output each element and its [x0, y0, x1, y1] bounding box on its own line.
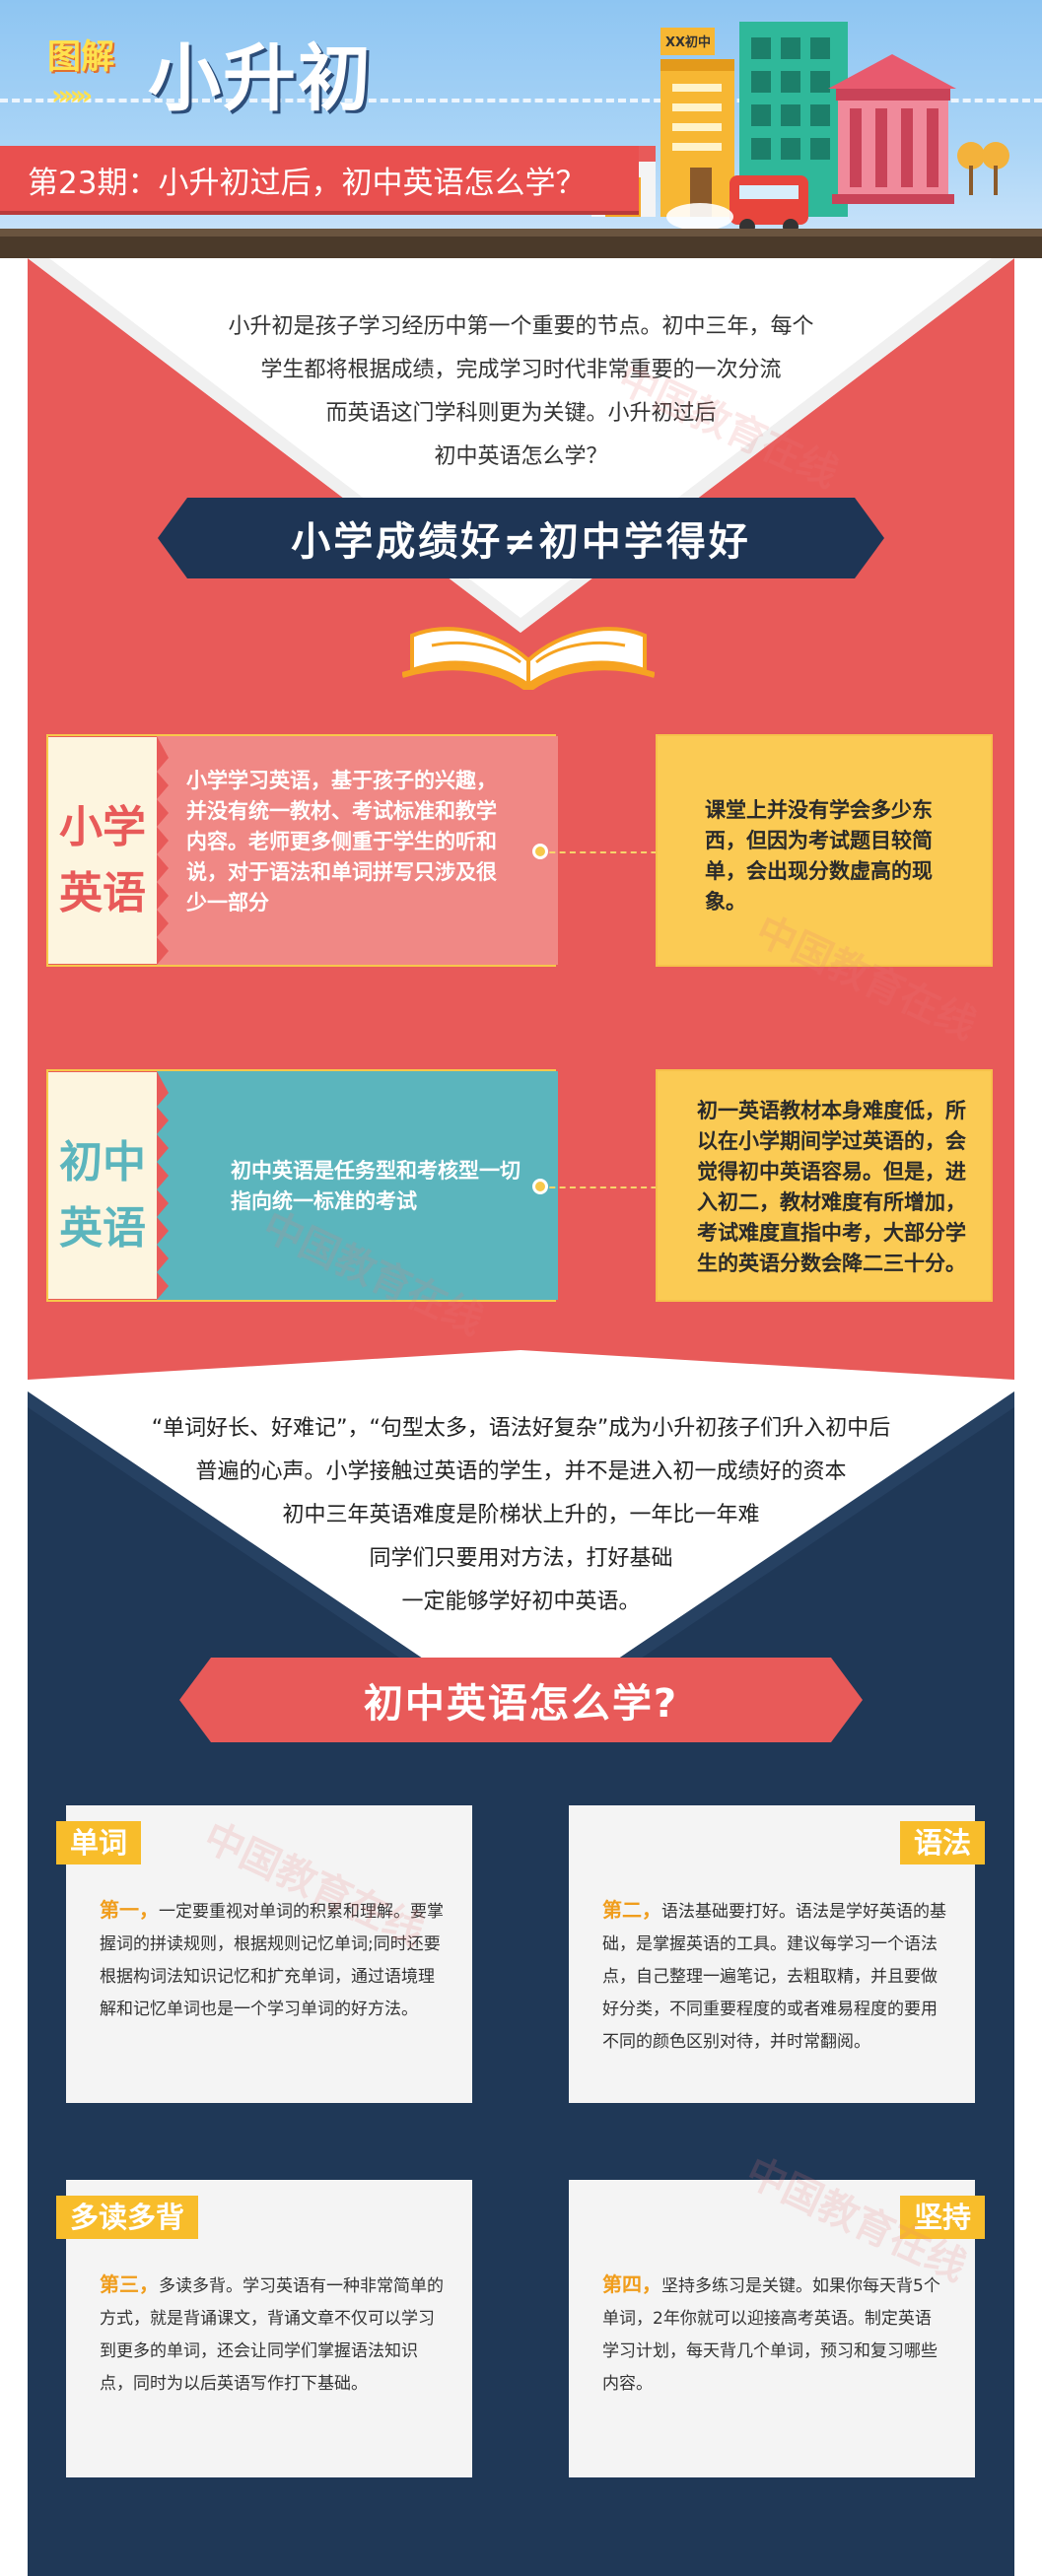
primary-description: 小学学习英语，基于孩子的兴趣，并没有统一教材、考试标准和教学内容。老师更多侧重于… [186, 769, 497, 915]
tip-text: 多读多背。学习英语有一种非常简单的方式，就是背诵课文，背诵文章不仅可以学习到更多… [100, 2276, 444, 2394]
intro-white-triangle [28, 258, 1014, 633]
intro-line: 初中英语怎么学？ [434, 444, 608, 469]
series-title: 小升初 [148, 36, 373, 121]
junior-label-2: 英语 [59, 1203, 146, 1254]
tip-body: 第三，多读多背。学习英语有一种非常简单的方式，就是背诵课文，背诵文章不仅可以学习… [100, 2269, 445, 2401]
tip-lead: 第二， [602, 1898, 661, 1922]
tip-card-reading: 多读多背 第三，多读多背。学习英语有一种非常简单的方式，就是背诵课文，背诵文章不… [56, 2180, 472, 2477]
tip-tag: 坚持 [899, 2196, 985, 2239]
issue-title: 第23期：小升初过后，初中英语怎么学？ [28, 166, 587, 201]
tip-tag: 单词 [56, 1821, 142, 1864]
logo-label: 图解 [47, 37, 114, 77]
outro-white-triangle [28, 1350, 1014, 1725]
outro-line: 一定能够学好初中英语。 [401, 1590, 641, 1614]
outro-paragraph: “单词好长、好难记”，“句型太多，语法好复杂”成为小升初孩子们升入初中后 普遍的… [99, 1407, 943, 1624]
intro-line: 小升初是孩子学习经历中第一个重要的节点。初中三年，每个 [228, 314, 814, 339]
tip-card-vocabulary: 单词 第一，一定要重视对单词的积累和理解。要掌握词的拼读规则，根据规则记忆单词;… [56, 1805, 472, 2103]
junior-description: 初中英语是任务型和考核型一切指向统一标准的考试 [231, 1159, 521, 1213]
primary-label-2: 英语 [59, 868, 146, 918]
intro-line: 学生都将根据成绩，完成学习时代非常重要的一次分流 [260, 358, 782, 382]
tip-card-persistence: 坚持 第四，坚持多练习是关键。如果你每天背5个单词，2年你就可以迎接高考英语。制… [569, 2180, 985, 2477]
headline-banner: 小学成绩好≠初中学得好 [158, 498, 884, 578]
banner-wing-right [831, 1658, 863, 1742]
tip-lead: 第一， [100, 1898, 159, 1922]
banner-body [211, 1658, 831, 1742]
header: XX初中 图解 »»» 小升初 第23期：小升初过后，初中英语怎么学？ [0, 0, 1042, 258]
open-book-icon [402, 627, 655, 690]
tip-tag: 语法 [899, 1821, 985, 1864]
how-to-banner: 初中英语怎么学? [179, 1658, 863, 1742]
city-buildings-illustration [591, 22, 1009, 235]
tip-card-grammar: 语法 第二，语法基础要打好。语法是学好英语的基础，是掌握英语的工具。建议每学习一… [569, 1805, 985, 2103]
tip-body: 第一，一定要重视对单词的积累和理解。要掌握词的拼读规则，根据规则记忆单词;同时还… [100, 1894, 445, 2026]
outro-line: “单词好长、好难记”，“句型太多，语法好复杂”成为小升初孩子们升入初中后 [151, 1416, 891, 1441]
headline-text: 小学成绩好≠初中学得好 [291, 519, 751, 565]
outro-line: 同学们只要用对方法，打好基础 [369, 1546, 673, 1571]
banner-body [187, 498, 855, 578]
junior-result: 初一英语教材本身难度低，所以在小学期间学过英语的，会觉得初中英语容易。但是，进入… [697, 1099, 966, 1275]
how-to-text: 初中英语怎么学? [363, 1681, 679, 1727]
banner-wing-left [158, 498, 187, 578]
tip-lead: 第四， [602, 2272, 661, 2296]
junior-result-card: 初一英语教材本身难度低，所以在小学期间学过英语的，会觉得初中英语容易。但是，进入… [656, 1069, 993, 1302]
junior-label-box: 初中 英语 [48, 1072, 157, 1299]
building-sign: XX初中 [665, 35, 712, 50]
arrows-icon: »»» [51, 79, 93, 111]
primary-english-card: 小学 英语 小学学习英语，基于孩子的兴趣，并没有统一教材、考试标准和教学内容。老… [46, 734, 558, 967]
tip-body: 第二，语法基础要打好。语法是学好英语的基础，是掌握英语的工具。建议每学习一个语法… [602, 1894, 947, 2059]
primary-result: 课堂上并没有学会多少东西，但因为考试题目较简单，会出现分数虚高的现象。 [705, 798, 933, 914]
intro-paragraph: 小升初是孩子学习经历中第一个重要的节点。初中三年，每个 学生都将根据成绩，完成学… [148, 305, 894, 479]
zigzag-edge [157, 1071, 558, 1300]
tip-text: 坚持多练习是关键。如果你每天背5个单词，2年你就可以迎接高考英语。制定英语学习计… [602, 2276, 940, 2394]
tip-text: 一定要重视对单词的积累和理解。要掌握词的拼读规则，根据规则记忆单词;同时还要根据… [100, 1902, 444, 2019]
header-road-dash [0, 99, 1042, 102]
tip-text: 语法基础要打好。语法是学好英语的基础，是掌握英语的工具。建议每学习一个语法点，自… [602, 1902, 946, 2052]
outro-line: 初中三年英语难度是阶梯状上升的，一年比一年难 [282, 1503, 760, 1527]
outro-line: 普遍的心声。小学接触过英语的学生，并不是进入初一成绩好的资本 [195, 1459, 847, 1484]
ground-strip [0, 229, 1042, 237]
primary-dot-left [532, 844, 548, 859]
junior-english-card: 初中 英语 初中英语是任务型和考核型一切指向统一标准的考试 [46, 1069, 558, 1302]
logo-badge: 图解 »»» [47, 30, 144, 111]
tip-body: 第四，坚持多练习是关键。如果你每天背5个单词，2年你就可以迎接高考英语。制定英语… [602, 2269, 947, 2401]
junior-label-1: 初中 [59, 1137, 146, 1187]
primary-connector [539, 851, 677, 853]
ground-base [0, 237, 1042, 258]
primary-label-1: 小学 [59, 802, 146, 852]
primary-label-box: 小学 英语 [48, 737, 157, 964]
zigzag-edge [157, 736, 558, 965]
tip-lead: 第三， [100, 2272, 159, 2296]
tip-tag: 多读多背 [56, 2196, 199, 2239]
junior-dot-left [532, 1179, 548, 1194]
primary-result-card: 课堂上并没有学会多少东西，但因为考试题目较简单，会出现分数虚高的现象。 [656, 734, 993, 967]
intro-line: 而英语这门学科则更为关键。小升初过后 [325, 401, 717, 426]
junior-connector [539, 1186, 677, 1188]
banner-wing-right [855, 498, 884, 578]
banner-wing-left [179, 1658, 211, 1742]
issue-title-bar: 第23期：小升初过后，初中英语怎么学？ [0, 146, 639, 211]
